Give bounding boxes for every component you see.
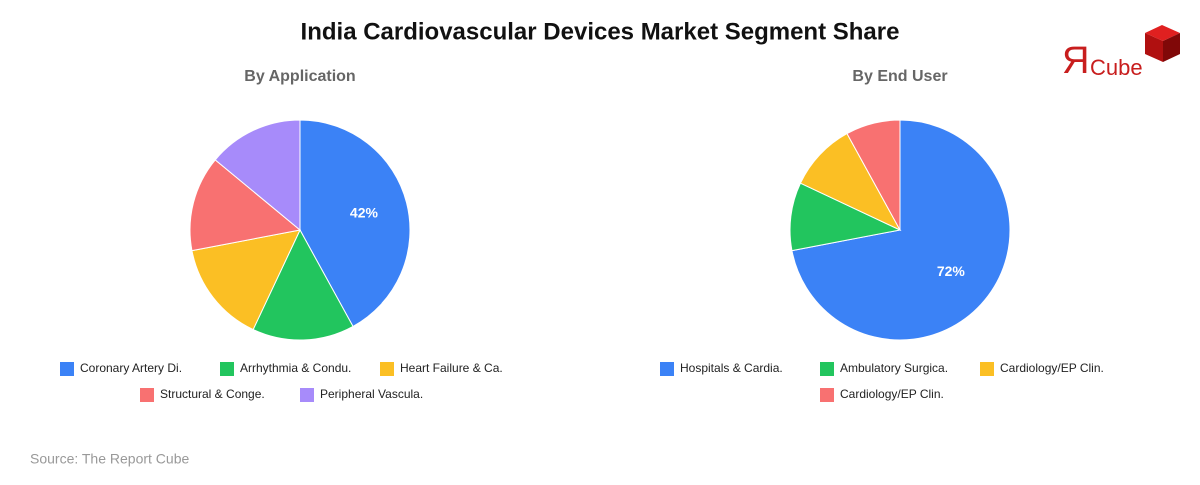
legend-label: Ambulatory Surgica. xyxy=(840,361,948,375)
data-label: 42% xyxy=(350,204,379,220)
legend-swatch xyxy=(980,362,994,376)
source: Source: The Report Cube xyxy=(30,451,189,467)
main-title: India Cardiovascular Devices Market Segm… xyxy=(301,18,900,45)
pie-slice xyxy=(189,159,302,252)
legend-label: Hospitals & Cardia. xyxy=(680,361,783,375)
pie-title: By Application xyxy=(244,68,355,85)
legend-swatch xyxy=(140,388,154,402)
pie-slice xyxy=(191,229,301,331)
logo-cube-right xyxy=(1163,33,1180,62)
logo-cube-left xyxy=(1145,33,1163,62)
legend-swatch xyxy=(820,362,834,376)
legend-swatch xyxy=(820,388,834,402)
legend-swatch xyxy=(380,362,394,376)
pie-title: By End User xyxy=(852,68,947,85)
legend-swatch xyxy=(220,362,234,376)
pie-slice xyxy=(252,228,354,341)
pie-slice xyxy=(846,119,901,231)
legend-swatch xyxy=(60,362,74,376)
legend-label: Cardiology/EP Clin. xyxy=(840,387,944,401)
data-label: 72% xyxy=(937,263,966,279)
pie-slice xyxy=(214,119,301,232)
legend-label: Cardiology/EP Clin. xyxy=(1000,361,1104,375)
logo-cube-top xyxy=(1145,25,1180,41)
logo-mark: Я xyxy=(1062,40,1089,82)
legend-label: Structural & Conge. xyxy=(160,387,265,401)
legend-label: Heart Failure & Ca. xyxy=(400,361,503,375)
legend-label: Arrhythmia & Condu. xyxy=(240,361,351,375)
logo-text: Cube xyxy=(1090,55,1143,80)
logo: Я Cube xyxy=(1062,25,1180,82)
legend-swatch xyxy=(300,388,314,402)
legend-label: Peripheral Vascula. xyxy=(320,387,423,401)
legend-label: Coronary Artery Di. xyxy=(80,361,182,375)
legend-swatch xyxy=(660,362,674,376)
pie-slice xyxy=(299,119,411,328)
